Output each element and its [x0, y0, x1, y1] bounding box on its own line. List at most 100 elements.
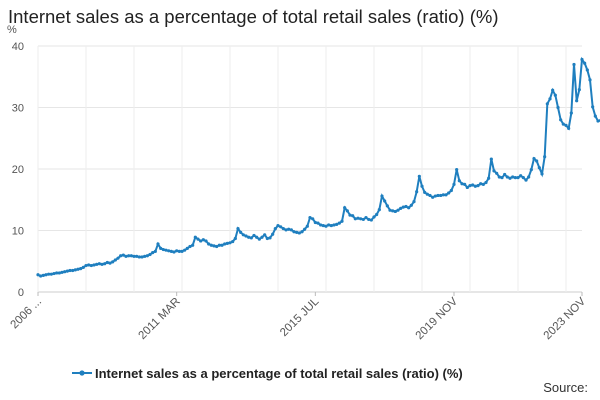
data-point — [423, 190, 427, 194]
data-point — [367, 217, 371, 222]
data-point — [228, 241, 232, 245]
data-point — [511, 175, 515, 179]
data-point — [113, 258, 117, 262]
data-point — [444, 193, 448, 197]
data-point — [361, 217, 365, 222]
data-point — [484, 180, 488, 185]
data-point — [105, 260, 109, 265]
data-point — [191, 243, 195, 247]
data-point — [529, 168, 533, 172]
data-point — [513, 176, 517, 180]
data-point — [564, 123, 568, 127]
data-point — [215, 244, 219, 249]
data-point — [399, 206, 403, 210]
data-point — [585, 68, 589, 72]
data-point — [196, 237, 200, 241]
data-point — [273, 227, 277, 231]
data-point — [289, 228, 293, 232]
data-point — [145, 254, 149, 258]
data-point — [76, 267, 80, 271]
data-point — [372, 215, 376, 219]
data-point — [567, 126, 571, 131]
x-axis-ticks: 2006 ... 2011 MAR 2015 JUL 2019 NOV 2023 NOV — [9, 292, 588, 342]
data-point — [311, 217, 315, 221]
data-point — [596, 119, 600, 123]
gridlines — [37, 45, 582, 293]
data-point — [548, 97, 552, 101]
data-point — [321, 223, 325, 228]
data-point — [255, 235, 259, 239]
data-point — [319, 223, 323, 227]
data-point — [287, 227, 291, 231]
data-point — [92, 263, 96, 267]
data-point — [188, 244, 192, 249]
data-point — [407, 206, 411, 210]
data-point — [129, 254, 133, 258]
data-point — [420, 184, 424, 188]
data-point — [297, 231, 301, 235]
data-point — [516, 176, 520, 180]
x-tick-label: 2011 MAR — [136, 296, 182, 342]
data-point — [540, 172, 544, 176]
legend: Internet sales as a percentage of total … — [72, 366, 463, 381]
data-point — [172, 250, 176, 254]
data-point — [473, 184, 477, 188]
data-point — [537, 166, 541, 170]
data-point — [337, 221, 341, 225]
data-point — [388, 208, 392, 212]
data-point — [183, 248, 187, 252]
data-point — [561, 122, 565, 126]
y-tick-label: 30 — [12, 103, 24, 115]
data-point — [244, 234, 248, 238]
data-point — [497, 175, 501, 179]
data-point — [396, 208, 400, 212]
data-point — [84, 263, 88, 268]
data-point — [127, 254, 131, 258]
y-tick-label: 0 — [18, 287, 24, 299]
data-point — [212, 244, 216, 248]
data-point — [447, 191, 451, 195]
data-point — [169, 249, 173, 254]
data-point — [151, 251, 155, 255]
legend-label: Internet sales as a percentage of total … — [95, 366, 463, 381]
data-point — [209, 243, 213, 247]
data-point — [44, 273, 48, 277]
data-point — [140, 255, 144, 259]
data-point — [276, 223, 280, 228]
data-point — [124, 254, 128, 258]
data-point — [132, 254, 136, 258]
data-point — [492, 169, 496, 173]
data-point — [460, 182, 464, 186]
data-point — [257, 237, 261, 241]
data-point — [156, 242, 160, 246]
data-point — [193, 235, 197, 239]
data-point — [588, 78, 592, 82]
data-point — [535, 159, 539, 163]
data-point — [60, 270, 64, 274]
data-point — [415, 190, 419, 194]
data-point — [455, 168, 459, 172]
data-point — [404, 204, 408, 209]
data-point — [135, 254, 139, 258]
data-point — [225, 241, 229, 246]
data-point — [577, 88, 581, 92]
data-point — [495, 171, 499, 175]
y-axis-ticks: 0 10 20 30 40 — [12, 41, 24, 299]
y-tick-label: 10 — [12, 226, 24, 238]
data-point — [425, 192, 429, 196]
data-point — [364, 215, 368, 220]
data-point — [39, 274, 43, 278]
series-points — [36, 57, 600, 278]
data-point — [412, 199, 416, 204]
data-point — [521, 176, 525, 180]
data-point — [409, 203, 413, 207]
data-point — [428, 193, 432, 198]
data-point — [551, 88, 555, 92]
data-point — [345, 209, 349, 213]
data-point — [468, 184, 472, 188]
data-point — [52, 271, 56, 276]
data-point — [335, 222, 339, 226]
data-point — [153, 249, 157, 254]
data-point — [439, 193, 443, 198]
